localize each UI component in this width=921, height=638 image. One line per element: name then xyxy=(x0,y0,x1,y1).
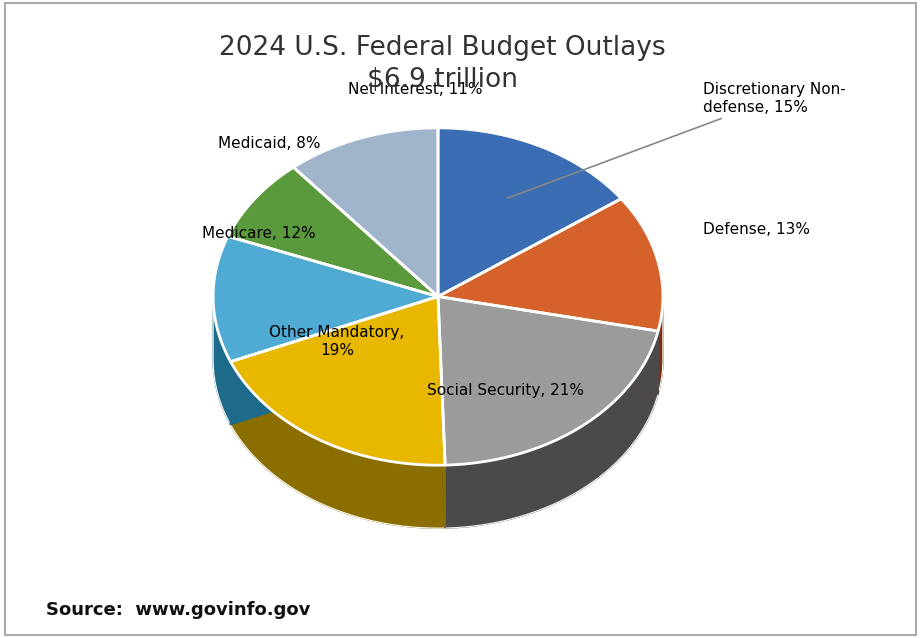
Polygon shape xyxy=(213,297,230,425)
Text: Net Interest, 11%: Net Interest, 11% xyxy=(348,82,483,97)
Polygon shape xyxy=(445,331,659,528)
Polygon shape xyxy=(230,362,445,528)
Polygon shape xyxy=(227,167,438,297)
Text: Medicare, 12%: Medicare, 12% xyxy=(202,226,316,241)
Polygon shape xyxy=(438,297,659,465)
Text: Defense, 13%: Defense, 13% xyxy=(704,221,810,237)
Text: Social Security, 21%: Social Security, 21% xyxy=(427,383,584,399)
Polygon shape xyxy=(438,198,663,331)
Text: 2024 U.S. Federal Budget Outlays: 2024 U.S. Federal Budget Outlays xyxy=(219,35,665,61)
Text: Discretionary Non-
defense, 15%: Discretionary Non- defense, 15% xyxy=(507,82,846,198)
Polygon shape xyxy=(438,128,621,297)
Polygon shape xyxy=(230,297,438,425)
Polygon shape xyxy=(438,297,659,394)
Polygon shape xyxy=(438,297,445,528)
Text: Other Mandatory,
19%: Other Mandatory, 19% xyxy=(269,325,404,358)
Polygon shape xyxy=(294,128,438,297)
Text: Source:  www.govinfo.gov: Source: www.govinfo.gov xyxy=(46,601,310,619)
Polygon shape xyxy=(438,297,445,528)
Polygon shape xyxy=(230,297,445,465)
Text: $6.9 trillion: $6.9 trillion xyxy=(367,67,518,93)
Polygon shape xyxy=(438,297,659,394)
Polygon shape xyxy=(213,236,438,362)
Polygon shape xyxy=(230,297,438,425)
Polygon shape xyxy=(659,297,663,394)
Text: Medicaid, 8%: Medicaid, 8% xyxy=(218,136,321,151)
